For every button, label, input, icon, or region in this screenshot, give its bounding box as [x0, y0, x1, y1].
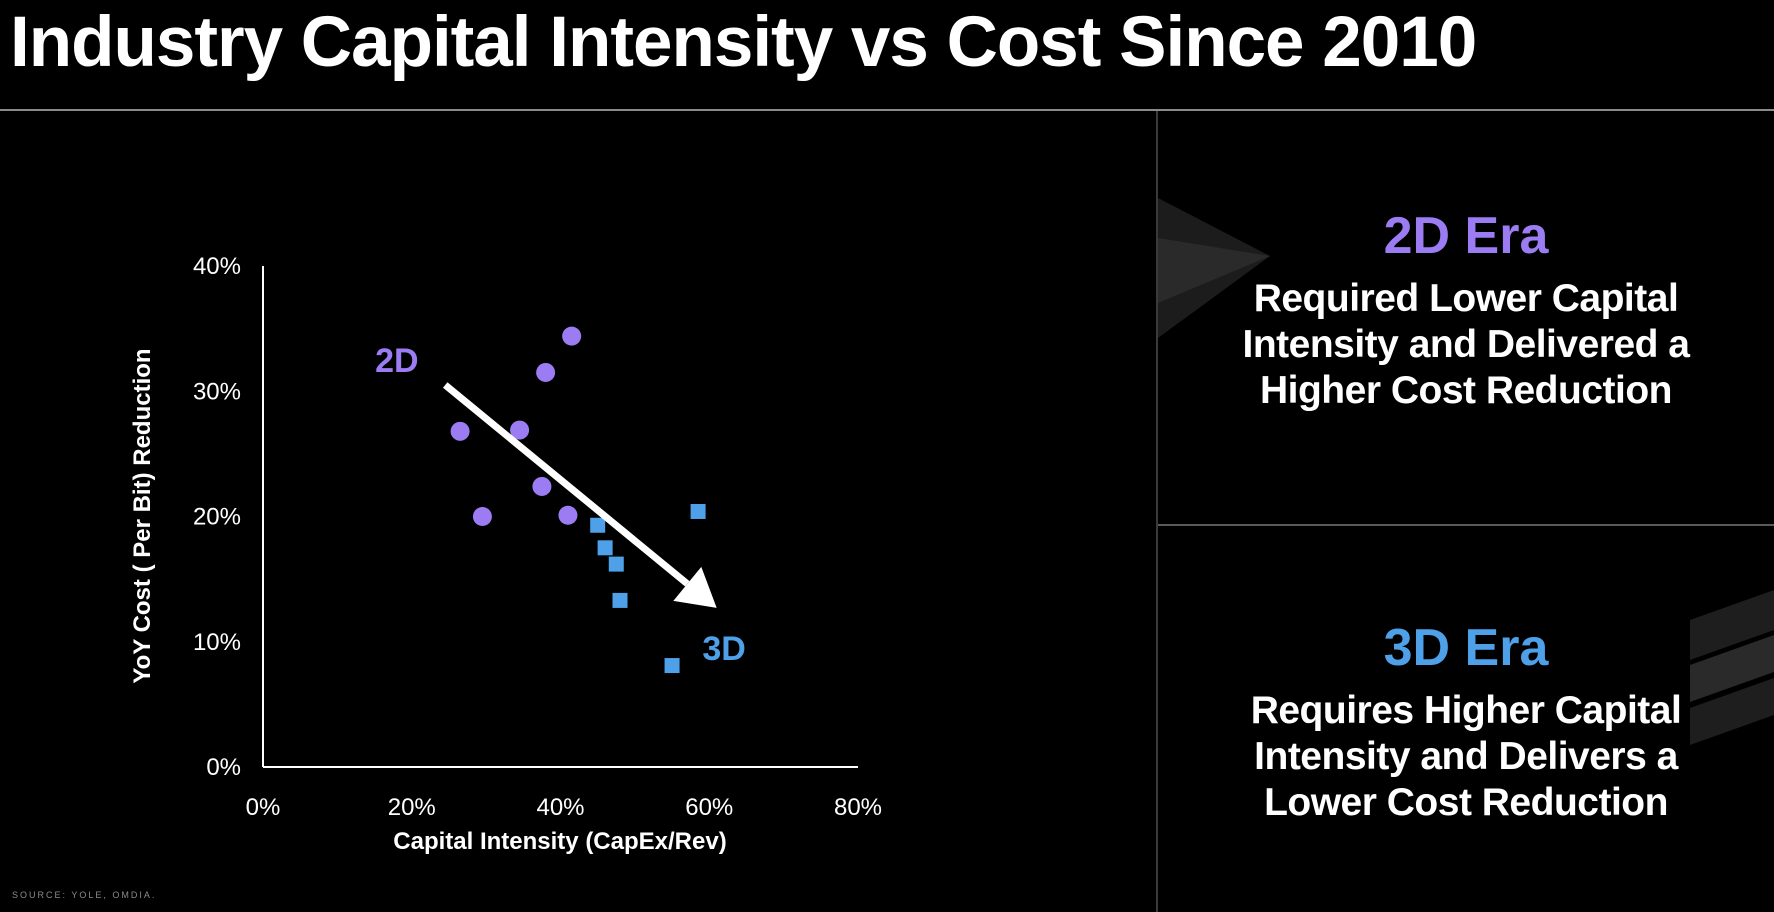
y-tick-label: 40%	[193, 253, 241, 280]
panel-2d-line: Higher Cost Reduction	[1259, 369, 1673, 412]
data-point-square	[590, 517, 606, 533]
data-point-circle	[532, 476, 552, 496]
title-divider	[0, 109, 1774, 111]
x-tick-label: 0%	[246, 794, 281, 821]
panel-3d-line: Requires Higher Capital	[1250, 689, 1682, 732]
x-tick-label: 20%	[388, 794, 436, 821]
panel-2d-title: 2D Era	[1383, 207, 1549, 265]
data-point-circle	[536, 362, 556, 382]
panel-3d-line: Intensity and Delivers a	[1254, 735, 1678, 778]
data-point-circle	[450, 421, 470, 441]
y-axis-label: YoY Cost ( Per Bit) Reduction	[129, 348, 156, 683]
y-tick-label: 10%	[193, 629, 241, 656]
scatter-chart: 0% 10% 20% 30% 40% 0% 20% 40% 60% 80% YoY Cost (…	[129, 253, 882, 855]
y-tick-label: 0%	[206, 754, 241, 781]
vertical-divider	[1156, 111, 1158, 912]
x-axis-label: Capital Intensity (CapEx/Rev)	[393, 828, 726, 855]
x-tick-label: 60%	[685, 794, 733, 821]
data-point-square	[597, 540, 613, 556]
panel-3d-title: 3D Era	[1383, 619, 1549, 677]
chevron-decoration-top	[1158, 198, 1270, 338]
era-annotation-label: 2D	[375, 342, 418, 380]
x-tick-label: 80%	[834, 794, 882, 821]
source-note: SOURCE: YOLE, OMDIA.	[12, 890, 157, 900]
trend-arrow-head	[673, 566, 717, 608]
y-tick-label: 30%	[193, 378, 241, 405]
panel-3d-era: 3D Era Requires Higher Capital Intensity…	[1158, 618, 1774, 826]
page-title: Industry Capital Intensity vs Cost Since…	[10, 3, 1477, 82]
data-point-square	[612, 592, 628, 608]
data-point-circle	[558, 505, 578, 525]
panel-2d-description: Required Lower Capital Intensity and Del…	[1158, 276, 1774, 414]
panel-3d-line: Lower Cost Reduction	[1264, 781, 1668, 824]
panel-3d-description: Requires Higher Capital Intensity and De…	[1158, 688, 1774, 826]
panel-2d-line: Intensity and Delivered a	[1242, 323, 1691, 366]
data-point-circle	[562, 326, 582, 346]
data-point-square	[664, 658, 680, 674]
trend-arrow-shaft	[442, 382, 690, 587]
data-point-circle	[510, 420, 530, 440]
panel-2d-line: Required Lower Capital	[1253, 277, 1679, 320]
data-point-square	[690, 503, 706, 519]
chevron-decoration-bottom	[1690, 590, 1774, 745]
data-point-square	[608, 556, 624, 572]
x-tick-label: 40%	[536, 794, 584, 821]
horizontal-divider	[1158, 524, 1774, 526]
y-tick-label: 20%	[193, 504, 241, 531]
era-annotation-label: 3D	[702, 630, 745, 668]
data-point-circle	[472, 507, 492, 526]
panel-2d-era: 2D Era Required Lower Capital Intensity …	[1158, 206, 1774, 414]
